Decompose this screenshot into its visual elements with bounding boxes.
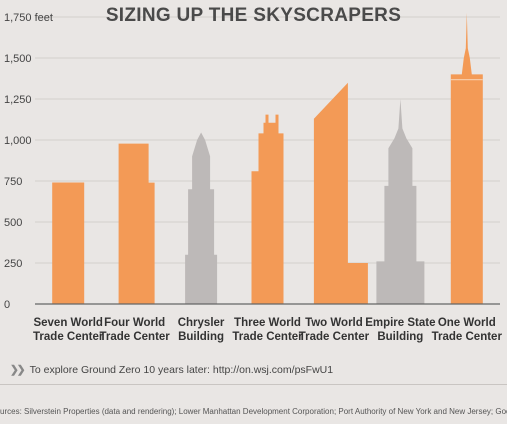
source-note: urces: Silverstein Properties (data and … bbox=[0, 407, 507, 416]
category-label-line: One World bbox=[437, 317, 496, 329]
y-tick-label: 500 bbox=[4, 217, 22, 229]
category-label-line: Trade Center bbox=[232, 331, 303, 343]
category-label-line: Empire State bbox=[365, 317, 436, 329]
bar-two-world-trade-center bbox=[313, 82, 368, 304]
footer-link-text[interactable]: To explore Ground Zero 10 years later: h… bbox=[29, 364, 334, 376]
bar-seven-world-trade-center bbox=[52, 182, 85, 304]
category-label-line: Four World bbox=[104, 317, 166, 329]
category-label-line: Trade Center bbox=[33, 331, 104, 343]
category-label: Chrysler Building bbox=[157, 316, 245, 344]
category-label-line: Three World bbox=[234, 317, 301, 329]
bar-three-world-trade-center bbox=[251, 114, 284, 304]
footer-link[interactable]: ❯❯ To explore Ground Zero 10 years later… bbox=[10, 364, 333, 376]
y-tick-label: 1,000 bbox=[4, 135, 32, 147]
bar-empire-state-building bbox=[376, 99, 425, 304]
category-label: Empire State Building bbox=[356, 316, 444, 344]
category-label-line: Seven World bbox=[33, 317, 103, 329]
category-label: Three World Trade Center bbox=[224, 316, 312, 344]
category-label: Four World Trade Center bbox=[91, 316, 179, 344]
category-label: One World Trade Center bbox=[423, 316, 507, 344]
y-tick-label: 750 bbox=[4, 176, 22, 188]
bar-chrysler-building bbox=[185, 132, 218, 304]
bars bbox=[52, 12, 483, 304]
category-label-line: Two World bbox=[305, 317, 363, 329]
double-chevron-right-icon: ❯❯ bbox=[10, 364, 26, 376]
y-tick-label: 1,500 bbox=[4, 53, 32, 65]
divider bbox=[0, 384, 507, 385]
bar-four-world-trade-center bbox=[118, 143, 155, 304]
chart-title: SIZING UP THE SKYSCRAPERS bbox=[105, 5, 402, 26]
category-label-line: Trade Center bbox=[99, 331, 170, 343]
y-tick-label: 0 bbox=[4, 299, 10, 311]
y-tick-label: 1,250 bbox=[4, 94, 32, 106]
category-label: Two World Trade Center bbox=[290, 316, 378, 344]
bar-one-world-trade-center bbox=[450, 12, 483, 304]
category-label-line: Trade Center bbox=[298, 331, 370, 343]
y-tick-label: 250 bbox=[4, 258, 22, 270]
y-tick-label: 1,750 feet bbox=[4, 12, 53, 24]
category-label-line: Building bbox=[377, 331, 424, 343]
category-label-line: Chrysler bbox=[177, 317, 225, 329]
category-label: Seven World Trade Center bbox=[24, 316, 112, 344]
category-label-line: Building bbox=[178, 331, 225, 343]
category-label-line: Trade Center bbox=[431, 331, 502, 343]
